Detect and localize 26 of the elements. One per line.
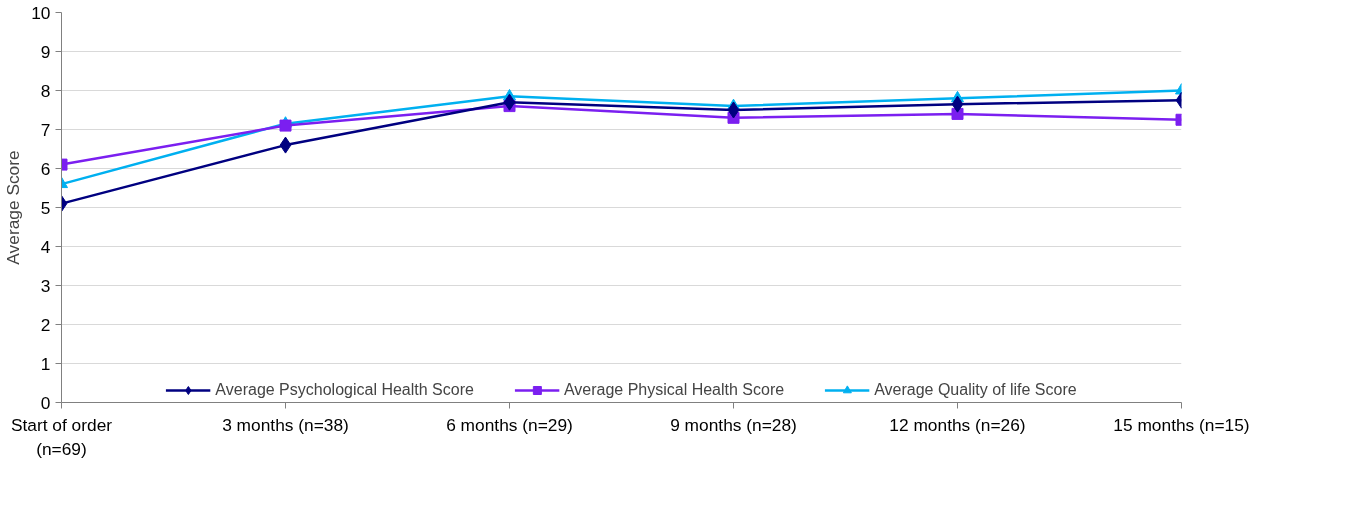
legend-label: Average Quality of life Score [874, 381, 1077, 399]
y-tick-label: 7 [40, 119, 51, 140]
x-tick-label: Start of order (n=69) [10, 414, 113, 459]
legend-label: Average Psychological Health Score [215, 381, 474, 399]
x-tick-label: 3 months (n=38) [222, 414, 349, 435]
x-tick-label: 9 months (n=28) [670, 414, 797, 435]
y-tick-label: 4 [40, 236, 51, 257]
point [503, 93, 516, 111]
x-tick-label: 15 months (n=15) [1113, 414, 1250, 435]
y-tick-label: 1 [40, 353, 51, 374]
point [951, 95, 964, 113]
y-tick-label: 6 [40, 158, 51, 179]
x-tick-label: 12 months (n=26) [889, 414, 1026, 435]
legend-label: Average Physical Health Score [563, 381, 785, 399]
y-tick-label: 0 [40, 392, 51, 413]
y-tick-label: 9 [40, 41, 51, 62]
point [279, 119, 292, 132]
point [727, 101, 740, 119]
y-axis-title: Average Score [3, 150, 24, 265]
y-tick-label: 5 [40, 197, 51, 218]
y-tick-label: 10 [31, 2, 51, 23]
y-tick-label: 3 [40, 275, 51, 296]
y-tick-label: 2 [40, 314, 51, 335]
point [279, 136, 292, 154]
y-tick-label: 8 [40, 80, 51, 101]
x-tick-label: 6 months (n=29) [446, 414, 573, 435]
